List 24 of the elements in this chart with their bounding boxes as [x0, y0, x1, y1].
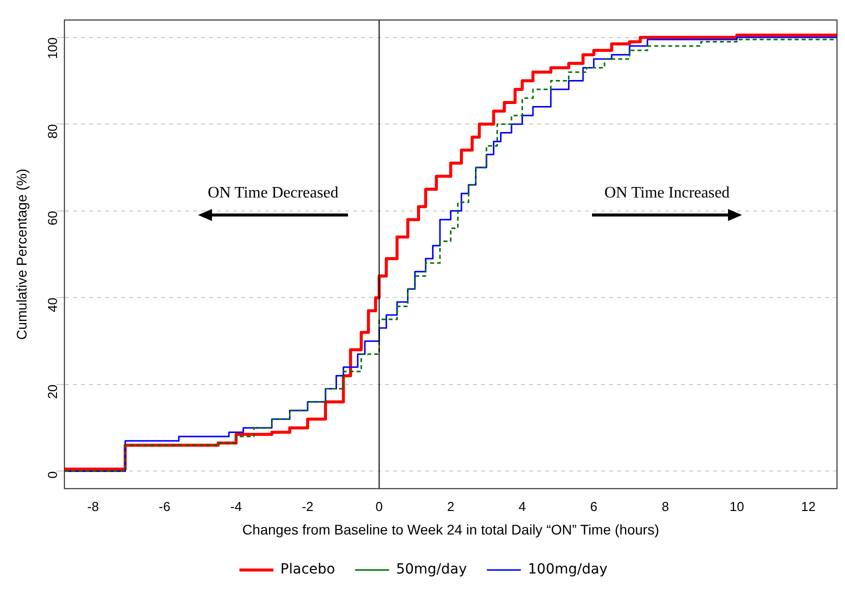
x-tick-label: 10	[730, 498, 744, 514]
y-tick-label: 40	[44, 298, 60, 312]
x-tick-label: 6	[590, 498, 598, 514]
x-tick-label: 4	[518, 498, 526, 514]
annotation: ON Time Decreased	[208, 184, 338, 202]
x-tick-label: 2	[447, 498, 454, 514]
legend-label: Placebo	[280, 562, 336, 578]
legend-label: 50mg/day	[396, 562, 467, 578]
x-tick-label: 8	[662, 498, 669, 514]
x-tick-label: 0	[376, 498, 383, 514]
annotation: ON Time Increased	[604, 184, 730, 202]
x-tick-label: -4	[230, 498, 242, 514]
y-tick-label: 60	[44, 210, 60, 226]
y-tick-label: 0	[44, 471, 60, 478]
x-tick-label: -6	[158, 498, 170, 514]
y-tick-label: 80	[44, 124, 60, 139]
x-tick-label: -2	[302, 498, 314, 514]
x-tick-label: 12	[801, 498, 816, 514]
legend-label: 100mg/day	[528, 562, 608, 578]
y-tick-label: 20	[44, 384, 60, 399]
x-tick-label: -8	[87, 498, 99, 514]
y-tick-label: 100	[44, 37, 60, 60]
x-axis-title: Changes from Baseline to Week 24 in total Daily “ON” Time (hours)	[242, 521, 660, 538]
y-axis-title: Cumulative Percentage (%)	[13, 168, 30, 340]
